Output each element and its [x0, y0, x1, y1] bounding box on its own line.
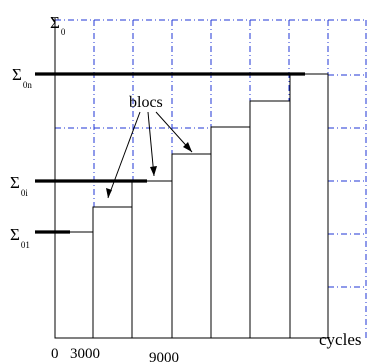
block-1: [54, 231, 94, 339]
sigma0n-label: Σ0n: [12, 65, 32, 90]
x-tick-9000: 9000: [149, 350, 179, 362]
x-axis-label: cycles: [319, 330, 361, 349]
block-2: [92, 206, 133, 339]
block-3: [131, 180, 173, 339]
x-tick-3000: 3000: [70, 346, 100, 362]
blocs-arrows: [106, 111, 193, 199]
sigma0-label: Σ0: [50, 13, 66, 37]
sigma0i-label: Σ0i: [10, 173, 28, 198]
block-6: [249, 100, 291, 339]
block-4: [171, 153, 212, 339]
arrowhead-block-4: [183, 142, 192, 152]
blocs-label: blocs: [129, 94, 163, 111]
arrowhead-block-2: [106, 188, 112, 198]
arrowhead-block-3: [150, 166, 157, 176]
arrow-to-block-2: [107, 111, 141, 199]
block-5: [210, 126, 251, 339]
arrow-to-block-3: [147, 111, 155, 177]
blocks: [54, 73, 329, 339]
block-7: [289, 73, 329, 339]
sigma01-label: Σ01: [10, 225, 30, 250]
x-tick-0: 0: [51, 346, 59, 362]
